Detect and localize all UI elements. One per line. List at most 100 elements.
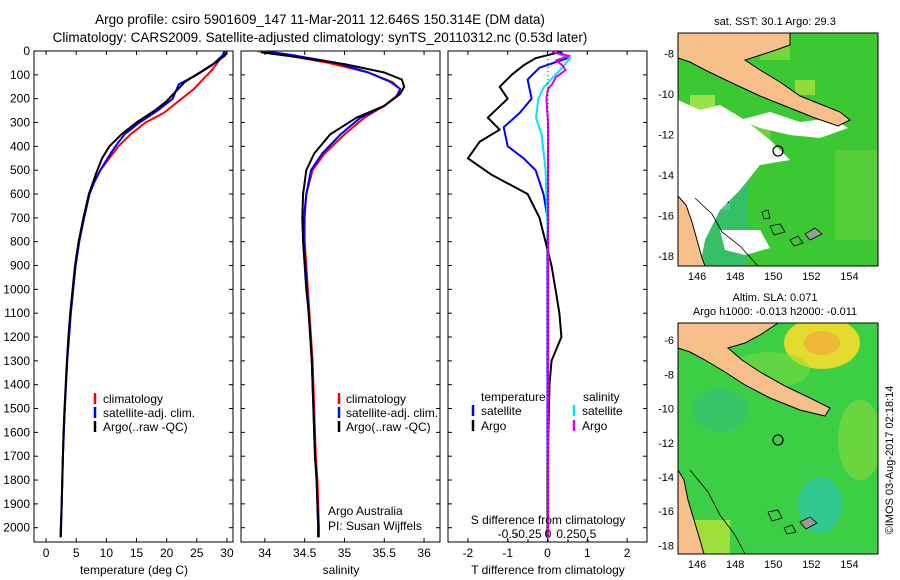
depth-tick-label: 700 (10, 211, 30, 225)
depth-tick-label: 1100 (4, 306, 30, 320)
depth-tick-label: 1600 (3, 425, 30, 439)
sla-high-anomaly (804, 331, 840, 355)
x-tick-label: 35.5 (373, 546, 397, 560)
sla-land-new-guinea (678, 323, 831, 417)
map-y-tick-label: -12 (658, 438, 674, 450)
depth-tick-label: 1900 (3, 497, 30, 511)
map-y-tick-label: -10 (658, 89, 674, 101)
map-y-tick-label: -16 (658, 210, 674, 222)
pi-note: PI: Susan Wijffels (328, 519, 422, 533)
x-tick-label: 2 (624, 546, 631, 560)
series-line-argo-raw-qc- (260, 51, 406, 538)
series-line-climatology (59, 51, 227, 538)
sst-patch (795, 80, 815, 95)
map-x-tick-label: 154 (840, 559, 858, 571)
sst-map-title: sat. SST: 30.1 Argo: 29.3 (714, 16, 836, 28)
sla-island (799, 516, 818, 530)
x-tick-label: -1 (502, 546, 513, 560)
difference-legend: temperature satellite Argo salinity sate… (471, 390, 623, 433)
sst-no-data (720, 230, 770, 255)
sst-reef-outline (694, 197, 759, 266)
depth-tick-label: 1500 (3, 402, 30, 416)
sst-island (789, 235, 804, 247)
legend-label-climatology: climatology (346, 392, 406, 406)
legend-label-salinity-satellite: satellite (582, 404, 623, 418)
legend-label-argo: Argo(..raw -QC) (103, 420, 188, 434)
depth-tick-label: 1300 (3, 354, 30, 368)
depth-tick-label: 1000 (3, 282, 30, 296)
sla-map-subtitle: Argo h1000: -0.013 h2000: -0.011 (693, 306, 857, 318)
temperature-legend: climatology satellite-adj. clim. Argo(..… (93, 392, 195, 434)
legend-label-satellite: satellite-adj. clim. (346, 406, 438, 420)
salinity-xlabel: salinity (323, 563, 360, 577)
depth-tick-label: 1800 (3, 473, 30, 487)
x-tick-label: 36 (417, 546, 431, 560)
x-tick-label: 1 (584, 546, 591, 560)
legend-label-temperature-argo: Argo (481, 419, 507, 433)
depth-tick-label: 200 (10, 92, 30, 106)
map-x-tick-label: 148 (726, 271, 744, 283)
series-line-temperature-satellite (502, 51, 569, 538)
sst-map-frame (677, 32, 879, 267)
difference-xlabel: T difference from climatology (471, 563, 625, 577)
map-y-tick-label: -18 (658, 251, 674, 263)
map-y-tick-label: -12 (658, 129, 674, 141)
sst-land-new-guinea (678, 33, 851, 127)
sst-argo-location (772, 145, 784, 157)
map-y-tick-label: -8 (664, 369, 674, 381)
legend-title-temperature: temperature (481, 390, 546, 404)
map-x-tick-label: 146 (688, 559, 706, 571)
series-line-climatology (256, 51, 402, 538)
depth-tick-label: 500 (10, 163, 30, 177)
depth-tick-label: 1400 (3, 378, 30, 392)
legend-label-temperature-satellite: satellite (481, 404, 522, 418)
legend-label-salinity-argo: Argo (582, 419, 608, 433)
sla-argo-location (772, 434, 784, 446)
map-x-tick-label: 154 (840, 271, 858, 283)
program-note: Argo Australia (328, 504, 403, 518)
sla-map-title: Altim. SLA: 0.071 (733, 292, 818, 304)
map-y-tick-label: -16 (658, 506, 674, 518)
x-tick-label: 20 (160, 546, 174, 560)
series-line-salinity-argo (545, 51, 571, 538)
map-y-tick-label: -14 (658, 170, 674, 182)
legend-title-salinity: salinity (583, 390, 620, 404)
temperature-panel (33, 50, 234, 543)
s-tick-label: 0.5 (580, 527, 597, 541)
sla-reef-outline (689, 469, 746, 554)
map-x-tick-label: 148 (726, 559, 744, 571)
sst-no-data (678, 100, 790, 266)
sst-no-data (740, 112, 848, 138)
map-y-tick-label: -18 (658, 540, 674, 552)
series-line-temperature-argo (466, 51, 563, 538)
figure-title-line2: Climatology: CARS2009. Satellite-adjuste… (53, 30, 588, 45)
map-x-tick-label: 150 (764, 271, 782, 283)
sla-island (783, 524, 797, 535)
x-tick-label: 34 (258, 546, 272, 560)
sla-low-anomaly (692, 388, 748, 432)
figure-title-line1: Argo profile: csiro 5901609_147 11-Mar-2… (95, 12, 545, 27)
sst-island (769, 223, 786, 236)
sst-warm-patch (835, 150, 878, 240)
map-x-tick-label: 146 (688, 271, 706, 283)
sla-map-frame (677, 322, 879, 555)
sst-land-australia (678, 195, 706, 266)
depth-tick-label: 1700 (3, 449, 30, 463)
depth-tick-label: 0 (23, 44, 30, 58)
map-x-tick-label: 150 (764, 559, 782, 571)
sla-positive-anomaly (838, 400, 878, 480)
x-tick-label: -2 (463, 546, 474, 560)
sst-island (804, 227, 823, 241)
x-tick-label: 30 (220, 546, 234, 560)
depth-tick-label: 300 (10, 116, 30, 130)
map-y-tick-label: -6 (664, 335, 674, 347)
map-x-tick-label: 152 (802, 559, 820, 571)
series-line-satellite-adj-clim- (264, 51, 402, 538)
x-tick-label: 34.5 (293, 546, 317, 560)
map-y-tick-label: -8 (664, 48, 674, 60)
temperature-xlabel: temperature (deg C) (80, 563, 188, 577)
x-tick-label: 0 (544, 546, 551, 560)
sla-island (767, 509, 783, 522)
s-tick-label: -0.25 (514, 527, 542, 541)
